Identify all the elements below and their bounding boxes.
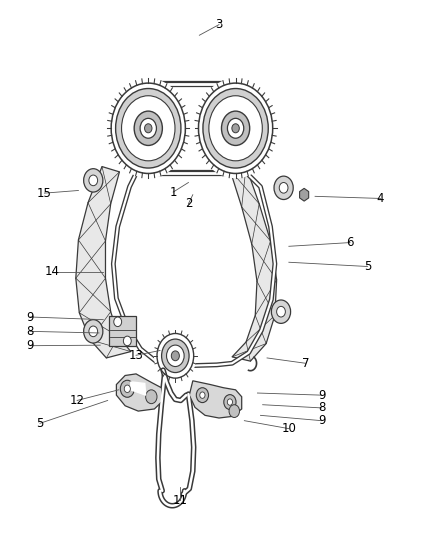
Circle shape — [145, 124, 152, 133]
Circle shape — [209, 96, 262, 161]
Circle shape — [134, 111, 162, 146]
Circle shape — [116, 88, 181, 168]
Polygon shape — [117, 374, 163, 411]
Polygon shape — [76, 166, 131, 358]
Circle shape — [124, 385, 131, 392]
Circle shape — [146, 390, 157, 403]
Circle shape — [134, 148, 141, 157]
FancyBboxPatch shape — [226, 128, 246, 140]
Circle shape — [224, 394, 236, 409]
Text: 9: 9 — [318, 389, 325, 402]
Text: 6: 6 — [346, 236, 354, 249]
Text: 1: 1 — [170, 185, 177, 199]
Circle shape — [222, 111, 250, 146]
Circle shape — [89, 175, 98, 185]
Circle shape — [211, 124, 218, 133]
Circle shape — [124, 336, 131, 346]
Circle shape — [226, 149, 233, 157]
Circle shape — [165, 112, 172, 120]
Text: 9: 9 — [318, 414, 325, 427]
Text: 13: 13 — [129, 349, 144, 362]
Text: 15: 15 — [37, 187, 52, 200]
FancyBboxPatch shape — [138, 128, 158, 140]
Circle shape — [274, 176, 293, 199]
Circle shape — [120, 380, 134, 397]
Circle shape — [84, 320, 103, 343]
Circle shape — [122, 96, 175, 161]
Circle shape — [196, 387, 208, 402]
Circle shape — [229, 405, 240, 417]
Text: 2: 2 — [185, 197, 192, 211]
Circle shape — [107, 78, 189, 178]
Text: 4: 4 — [377, 192, 384, 205]
Text: 3: 3 — [215, 18, 223, 31]
Polygon shape — [230, 166, 277, 361]
Circle shape — [226, 99, 233, 108]
Circle shape — [141, 97, 148, 106]
Text: 11: 11 — [172, 494, 187, 507]
Circle shape — [114, 317, 122, 327]
Text: 10: 10 — [282, 422, 296, 435]
Circle shape — [277, 306, 286, 317]
Polygon shape — [189, 381, 242, 418]
Circle shape — [140, 118, 156, 138]
Circle shape — [250, 140, 257, 148]
Text: 8: 8 — [27, 325, 34, 338]
Circle shape — [279, 182, 288, 193]
Polygon shape — [131, 382, 146, 395]
Circle shape — [227, 118, 244, 138]
Text: 12: 12 — [70, 394, 85, 407]
Circle shape — [84, 168, 103, 192]
Circle shape — [162, 339, 189, 373]
FancyBboxPatch shape — [109, 316, 136, 346]
Text: 5: 5 — [36, 417, 44, 430]
Circle shape — [160, 143, 167, 152]
Circle shape — [272, 300, 290, 324]
Text: 14: 14 — [45, 265, 60, 278]
Text: 5: 5 — [364, 260, 371, 273]
Circle shape — [250, 109, 257, 117]
Circle shape — [232, 124, 239, 133]
Circle shape — [166, 345, 184, 367]
Circle shape — [200, 392, 205, 398]
Text: 9: 9 — [27, 311, 34, 324]
Circle shape — [203, 88, 268, 168]
Text: 7: 7 — [302, 357, 309, 370]
Circle shape — [89, 326, 98, 337]
Circle shape — [171, 351, 180, 361]
Text: 9: 9 — [27, 339, 34, 352]
Circle shape — [123, 120, 130, 128]
Text: 8: 8 — [318, 401, 325, 415]
Circle shape — [194, 78, 277, 178]
Circle shape — [154, 330, 197, 382]
Circle shape — [227, 399, 233, 405]
